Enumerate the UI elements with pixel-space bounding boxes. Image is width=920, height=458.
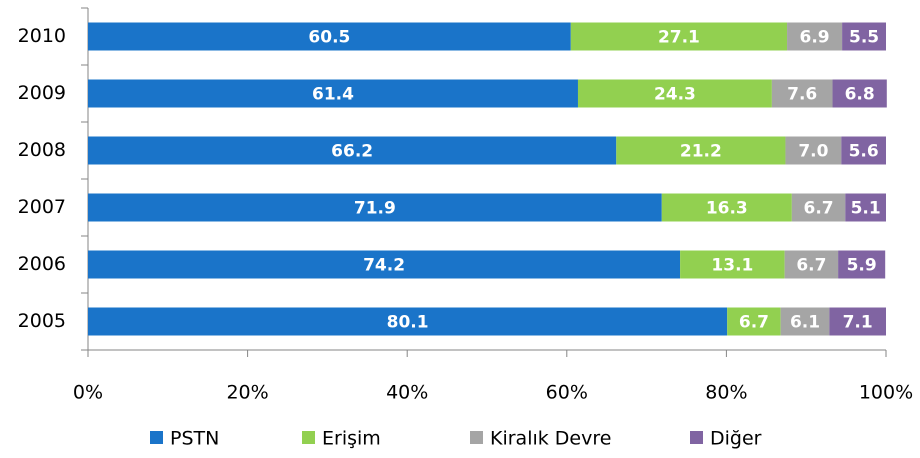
bar-segment <box>771 79 833 108</box>
data-label: 24.3 <box>654 85 696 105</box>
bar-segment <box>680 250 785 279</box>
bar-segment <box>832 79 887 108</box>
x-tick-label: 60% <box>546 382 588 404</box>
x-tick-label: 0% <box>73 382 103 404</box>
y-tick-label: 2010 <box>18 25 66 47</box>
legend-swatch <box>690 431 703 444</box>
data-label: 6.1 <box>790 313 820 333</box>
bar-segment <box>577 79 772 108</box>
bar-segment <box>727 307 781 336</box>
bar-segment <box>787 22 843 51</box>
data-label: 6.9 <box>800 28 830 48</box>
data-label: 60.5 <box>308 28 350 48</box>
bar-segment <box>841 136 886 165</box>
y-tick-label: 2007 <box>18 196 66 218</box>
data-label: 7.1 <box>843 313 873 333</box>
x-tick-label: 80% <box>705 382 747 404</box>
legend-label: Diğer <box>710 428 762 450</box>
data-label: 6.7 <box>804 199 834 219</box>
data-label: 5.9 <box>847 256 877 276</box>
bar-segment <box>88 193 662 222</box>
x-tick-label: 100% <box>859 382 913 404</box>
data-label: 5.6 <box>849 142 879 162</box>
bar-segment <box>88 22 571 51</box>
data-label: 66.2 <box>331 142 373 162</box>
bar-segment <box>791 193 846 222</box>
bar-segment <box>661 193 792 222</box>
data-label: 7.0 <box>798 142 828 162</box>
bar-segment <box>616 136 786 165</box>
x-tick-label: 40% <box>386 382 428 404</box>
data-label: 16.3 <box>706 199 748 219</box>
data-label: 61.4 <box>312 85 354 105</box>
bar-segment <box>88 79 578 108</box>
bar-segment <box>838 250 886 279</box>
bar-segment <box>88 250 681 279</box>
bar-segment <box>842 22 886 51</box>
y-tick-label: 2005 <box>18 310 66 332</box>
data-label: 5.1 <box>851 199 881 219</box>
bar-segment <box>570 22 788 51</box>
bar-segment <box>845 193 886 222</box>
bar-segment <box>88 307 728 336</box>
data-label: 5.5 <box>849 28 879 48</box>
bar-segment <box>780 307 830 336</box>
legend-swatch <box>302 431 315 444</box>
legend-label: PSTN <box>170 428 219 450</box>
data-label: 6.7 <box>739 313 769 333</box>
data-label: 80.1 <box>387 313 429 333</box>
data-label: 13.1 <box>711 256 753 276</box>
legend-label: Kiralık Devre <box>490 428 611 450</box>
data-label: 74.2 <box>363 256 405 276</box>
bar-segment <box>88 136 617 165</box>
data-label: 71.9 <box>354 199 396 219</box>
data-label: 27.1 <box>658 28 700 48</box>
legend-swatch <box>150 431 163 444</box>
x-tick-label: 20% <box>226 382 268 404</box>
data-label: 21.2 <box>680 142 722 162</box>
bar-segment <box>829 307 886 336</box>
legend-swatch <box>470 431 483 444</box>
data-label: 6.7 <box>796 256 826 276</box>
legend-label: Erişim <box>322 428 381 450</box>
data-label: 7.6 <box>787 85 817 105</box>
bar-segment <box>784 250 839 279</box>
y-tick-label: 2009 <box>18 82 66 104</box>
y-tick-label: 2008 <box>18 139 66 161</box>
data-label: 6.8 <box>845 85 875 105</box>
bar-segment <box>785 136 842 165</box>
y-tick-label: 2006 <box>18 253 66 275</box>
